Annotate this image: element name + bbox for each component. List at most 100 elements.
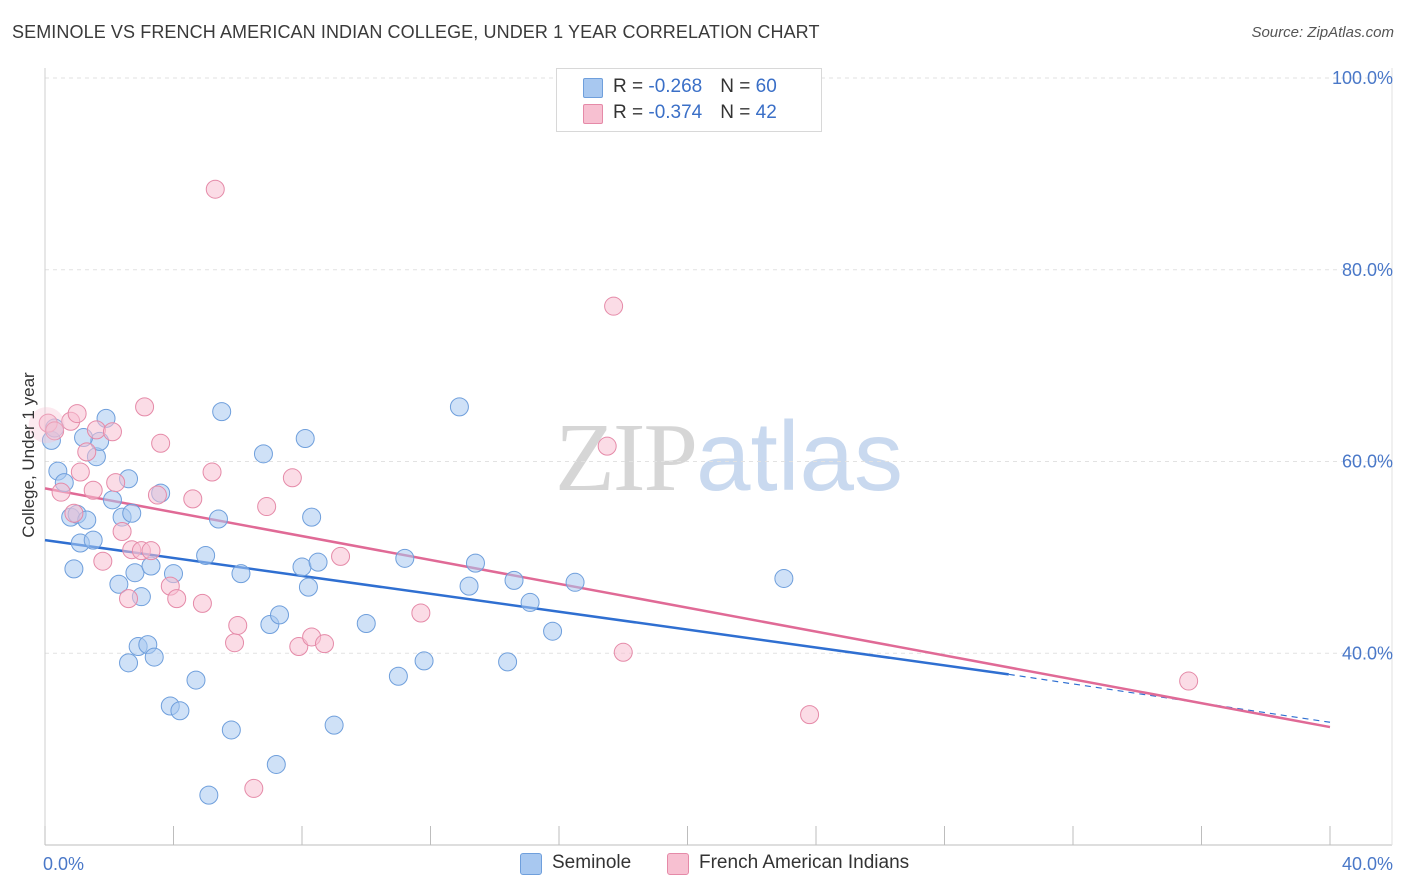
chart-title: SEMINOLE VS FRENCH AMERICAN INDIAN COLLE… [12,22,820,42]
point-seminole [465,553,485,573]
point-french [205,179,225,199]
point-french [183,489,203,509]
point-french [151,433,171,453]
data-points [28,179,1199,805]
point-seminole [543,621,563,641]
point-seminole [109,574,129,594]
x-tick-labels: 0.0% 40.0% [43,854,1393,874]
point-seminole [308,552,328,572]
point-french [135,397,155,417]
y-axis-label: College, Under 1 year [19,372,38,538]
point-french [167,589,187,609]
point-french [70,462,90,482]
point-french [257,497,277,517]
legend-n-label: N = [720,76,756,97]
legend-r-label: R = [613,76,649,97]
point-french [225,633,245,653]
point-seminole [295,428,315,448]
point-seminole [449,397,469,417]
point-seminole [356,614,376,634]
point-french [331,546,351,566]
x-tick-label: 40.0% [1342,854,1393,874]
point-seminole [144,647,164,667]
legend-r-value: -0.268 [648,76,703,97]
axes [44,68,1393,846]
y-tick-label: 100.0% [1332,68,1393,88]
y-tick-labels: 40.0% 60.0% 80.0% 100.0% [1332,68,1393,663]
point-seminole [395,548,415,568]
point-french [93,551,113,571]
legend-n-label: N = [720,102,756,123]
point-seminole [186,670,206,690]
point-seminole [170,701,190,721]
point-seminole [324,715,344,735]
point-french [86,420,106,440]
point-seminole [102,490,122,510]
point-seminole [498,652,518,672]
watermark-zip: ZIP [555,404,698,512]
point-seminole [298,577,318,597]
point-seminole [253,444,273,464]
point-french [141,541,161,561]
point-seminole [199,785,219,805]
point-seminole [520,592,540,612]
point-seminole [122,503,142,523]
point-seminole [212,402,232,422]
point-seminole [221,720,241,740]
point-french [1179,671,1199,691]
point-french [45,421,65,441]
trend-lines [44,487,1331,729]
point-french [800,705,820,725]
point-french [228,615,248,635]
point-french [192,593,212,613]
point-seminole [388,666,408,686]
point-french [604,296,624,316]
point-french [314,634,334,654]
point-seminole [83,530,103,550]
point-french [282,468,302,488]
point-french [67,404,87,424]
series-legend: Seminole French American Indians [0,850,1406,878]
legend-r-label: R = [613,102,649,123]
point-french [202,462,222,482]
x-tick-label: 0.0% [43,854,84,874]
point-seminole [565,572,585,592]
point-french [119,589,139,609]
y-tick-label: 40.0% [1342,643,1393,663]
series-label-french: French American Indians [699,852,910,873]
y-tick-label: 80.0% [1342,260,1393,280]
legend-r-value: -0.374 [648,102,703,123]
watermark: ZIPatlas [555,400,903,514]
trend-french [44,487,1331,729]
point-seminole [125,563,145,583]
point-french [51,482,71,502]
point-french [83,480,103,500]
point-seminole [774,568,794,588]
point-seminole [504,570,524,590]
point-french [613,642,633,662]
source-credit: Source: ZipAtlas.com [1251,24,1394,41]
y-tick-label: 60.0% [1342,452,1393,472]
point-seminole [302,507,322,527]
point-french [147,485,167,505]
point-french [411,603,431,623]
point-seminole [414,651,434,671]
stats-legend: R = -0.268 N = 60 R = -0.374 N = 42 [556,68,822,132]
point-french [106,473,126,493]
point-french-cluster [28,407,65,444]
legend-n-value: 60 [755,76,777,97]
point-seminole [208,509,228,529]
point-seminole [292,557,312,577]
point-seminole [196,545,216,565]
series-label-seminole: Seminole [552,852,632,873]
series-swatch-seminole [520,853,542,875]
legend-n-value: 42 [755,102,777,123]
point-french [597,436,617,456]
point-french [112,521,132,541]
point-seminole [231,564,251,584]
point-seminole [119,653,139,673]
point-french [102,422,122,442]
point-french [77,442,97,462]
series-swatch-french [667,853,689,875]
